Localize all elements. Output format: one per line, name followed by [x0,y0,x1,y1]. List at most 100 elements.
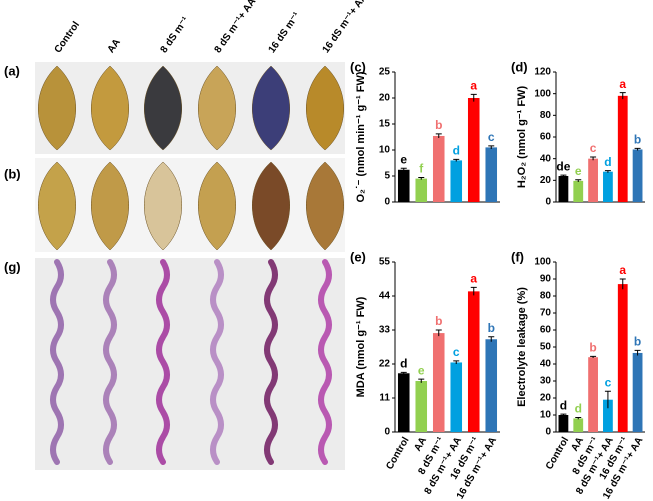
significance-letter: c [488,130,495,144]
y-tick-label: 0 [545,427,551,438]
treatment-label: AA [106,37,123,55]
y-tick-label: 80 [540,110,552,121]
y-axis-label: H₂O₂ (nmol g⁻¹ FW) [516,85,528,188]
significance-letter: a [470,79,477,93]
y-tick-label: 15 [379,119,391,130]
bar [588,357,598,432]
y-tick-label: 0 [384,197,390,208]
significance-letter: e [575,164,582,178]
significance-letter: d [400,357,407,371]
error-bar [590,156,597,161]
leaf [91,65,129,151]
error-bar [453,360,460,364]
bar [467,291,480,432]
bar [467,98,480,202]
panel-label: (a) [4,63,20,78]
significance-letter: de [556,159,570,173]
error-bar [634,147,641,151]
leaf [144,65,182,151]
error-bar [488,145,495,149]
significance-letter: e [400,152,407,166]
y-tick-label: 60 [540,132,552,143]
bar [558,415,569,432]
bar [432,333,445,432]
leaf [38,65,76,151]
root [264,259,278,465]
root [210,259,224,465]
significance-letter: e [418,363,425,377]
bar [573,418,584,432]
bar [432,135,445,202]
bar [450,362,463,432]
error-bar [619,92,626,100]
y-tick-label: 100 [534,257,551,268]
error-bar [453,158,460,162]
error-bar [400,167,407,172]
y-tick-label: 40 [540,153,552,164]
leaf [38,161,76,251]
panel-label: (e) [350,249,366,264]
panel-label: (f) [511,249,524,264]
x-tick-label: Control [384,435,411,471]
leaf [252,65,290,151]
bar [485,147,498,202]
significance-letter: f [419,162,424,176]
bar [573,180,584,202]
significance-letter: a [619,77,626,91]
bar [485,339,498,432]
significance-letter: c [453,345,460,359]
significance-letter: d [453,144,460,158]
bar [450,160,463,202]
y-tick-label: 90 [540,274,552,285]
y-tick-label: 0 [384,427,390,438]
root [50,259,64,465]
root [103,259,117,465]
treatment-label: 16 dS m⁻¹ [267,10,303,55]
y-tick-label: 100 [534,88,551,99]
y-tick-label: 50 [540,342,552,353]
error-bar [418,177,425,180]
leaf-photo-b [35,158,345,252]
treatment-label: 8 dS m⁻¹ [159,14,192,55]
root [318,259,332,465]
y-tick-label: 44 [379,291,391,302]
error-bar [590,355,597,359]
bar [415,178,428,202]
bar [558,176,569,202]
y-axis-label: MDA (nmol g⁻¹ FW) [355,296,367,397]
y-tick-label: 20 [540,175,552,186]
panel-label: (g) [4,259,21,274]
bar [397,169,410,202]
treatment-label: 8 dS m⁻¹+ AA [213,0,259,55]
significance-letter: a [619,263,626,277]
y-tick-label: 10 [540,410,552,421]
y-tick-label: 70 [540,308,552,319]
bar [632,149,643,202]
bar [617,284,628,432]
significance-letter: b [488,321,495,335]
significance-letter: c [605,375,612,389]
significance-letter: b [435,314,442,328]
y-tick-label: 11 [379,393,390,404]
significance-letter: c [590,141,597,155]
root-photo [35,258,345,470]
error-bar [435,133,442,139]
error-bar [575,417,582,420]
x-tick-label: Control [544,435,571,471]
y-tick-label: 5 [384,171,390,182]
error-bar [604,390,611,409]
y-tick-label: 40 [540,359,552,370]
y-tick-label: 120 [534,67,551,78]
error-bar [560,174,567,177]
error-bar [470,93,477,102]
significance-letter: d [575,402,582,416]
bar [632,352,643,432]
error-bar [560,413,567,416]
significance-letter: b [634,133,641,147]
bar [588,158,598,202]
y-tick-label: 60 [540,325,552,336]
bar [415,381,428,432]
y-tick-label: 20 [540,393,552,404]
y-tick-label: 0 [545,197,551,208]
